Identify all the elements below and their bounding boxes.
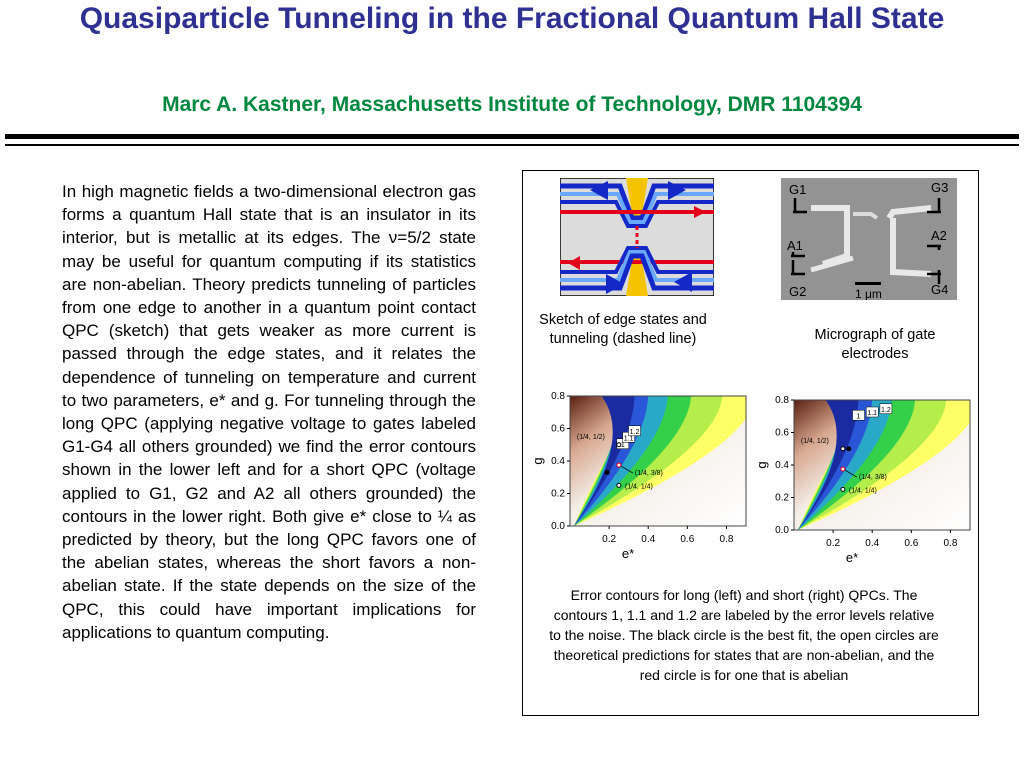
gate-micrograph: G1 G3 A1 A2 G2 G4 1 μm <box>781 178 957 300</box>
x-axis-label: e* <box>622 546 634 561</box>
title-divider-thick <box>5 134 1019 139</box>
body-paragraph: In high magnetic fields a two-dimensiona… <box>62 182 476 642</box>
x-tick-label: 0.6 <box>904 538 918 549</box>
author-line: Marc A. Kastner, Massachusetts Institute… <box>162 93 862 116</box>
gate-top-shape <box>626 178 648 226</box>
point-label: (1/4, 1/4) <box>625 483 653 490</box>
contour-level-label: 1 <box>621 442 625 449</box>
x-tick-label: 0.4 <box>865 538 879 549</box>
data-point <box>840 446 846 452</box>
arrow-right-icon <box>606 274 624 294</box>
micrograph-caption: Micrograph of gate electrodes <box>814 327 936 362</box>
y-axis-label: g <box>530 457 545 464</box>
sketch-caption: Sketch of edge states and tunneling (das… <box>539 312 707 347</box>
x-tick-label: 0.2 <box>826 538 840 549</box>
point-label: (1/4, 3/8) <box>859 474 887 481</box>
x-tick-label: 0.2 <box>602 534 616 545</box>
arrow-left-icon <box>674 272 692 292</box>
page-title: Quasiparticle Tunneling in the Fractiona… <box>79 2 945 35</box>
y-tick-label: 0.6 <box>775 428 789 439</box>
y-tick-label: 0.8 <box>551 391 565 402</box>
x-tick-label: 0.8 <box>719 534 733 545</box>
data-point <box>846 446 852 452</box>
x-axis-label: e* <box>846 550 858 565</box>
contour-level-label: 1.2 <box>881 407 891 414</box>
label-a1: A1 <box>787 238 803 253</box>
data-point <box>616 462 622 468</box>
data-point <box>604 469 610 475</box>
label-g1: G1 <box>789 182 806 197</box>
label-g4: G4 <box>931 282 948 297</box>
data-point <box>840 486 846 492</box>
y-tick-label: 0.8 <box>775 395 789 406</box>
edge-state-sketch <box>560 178 714 296</box>
y-tick-label: 0.0 <box>775 525 789 536</box>
x-tick-label: 0.6 <box>680 534 694 545</box>
contour-level-label: 1.1 <box>867 410 877 417</box>
arrow-left-icon <box>568 256 580 270</box>
data-point <box>616 482 622 488</box>
x-tick-label: 0.8 <box>943 538 957 549</box>
y-tick-label: 0.4 <box>551 456 565 467</box>
contour-level-label: 1.1 <box>624 435 634 442</box>
point-label: (1/4, 1/2) <box>801 438 829 445</box>
label-g3: G3 <box>931 180 948 195</box>
label-a2: A2 <box>931 228 947 243</box>
y-tick-label: 0.6 <box>551 424 565 435</box>
error-band <box>573 396 635 526</box>
arrow-right-icon <box>668 181 686 200</box>
error-contour-plot-short: 0.0 0.2 0.4 0.6 0.8 0.2 0.4 0.6 0.8 e* g 1 1.1 1.2 (1/… <box>752 392 976 582</box>
x-tick-label: 0.4 <box>641 534 655 545</box>
contour-level-label: 1.2 <box>630 429 640 436</box>
gate-bottom-shape <box>626 248 648 296</box>
point-label: (1/4, 3/8) <box>635 470 663 477</box>
error-contour-plot-long: 0.0 0.2 0.4 0.6 0.8 0.2 0.4 0.6 0.8 e* g 1 1.1 1.2 (1/… <box>528 388 748 578</box>
y-tick-label: 0.2 <box>775 493 789 504</box>
point-label: (1/4, 1/2) <box>577 434 605 441</box>
arrow-right-icon <box>694 206 706 218</box>
contour-level-label: 1 <box>857 413 861 420</box>
y-axis-label: g <box>754 461 769 468</box>
data-point <box>840 466 846 472</box>
figure-panel <box>522 170 979 716</box>
label-g2: G2 <box>789 284 806 299</box>
plots-caption: Error contours for long (left) and short… <box>549 587 939 683</box>
y-tick-label: 0.4 <box>775 460 789 471</box>
y-tick-label: 0.2 <box>551 489 565 500</box>
point-label: (1/4, 1/4) <box>849 487 877 494</box>
scale-label: 1 μm <box>855 287 882 300</box>
plot-svg: 0.0 0.2 0.4 0.6 0.8 0.2 0.4 0.6 0.8 e* g 11.11.2 (1/… <box>530 391 747 561</box>
error-band <box>797 400 859 530</box>
plot-svg: 0.0 0.2 0.4 0.6 0.8 0.2 0.4 0.6 0.8 e* g 1 1.1 1.2 (1/… <box>754 395 971 565</box>
y-tick-label: 0.0 <box>551 521 565 532</box>
title-divider-thin <box>5 144 1019 146</box>
arrow-left-icon <box>590 181 608 200</box>
scale-bar <box>855 282 881 285</box>
data-point <box>616 442 622 448</box>
